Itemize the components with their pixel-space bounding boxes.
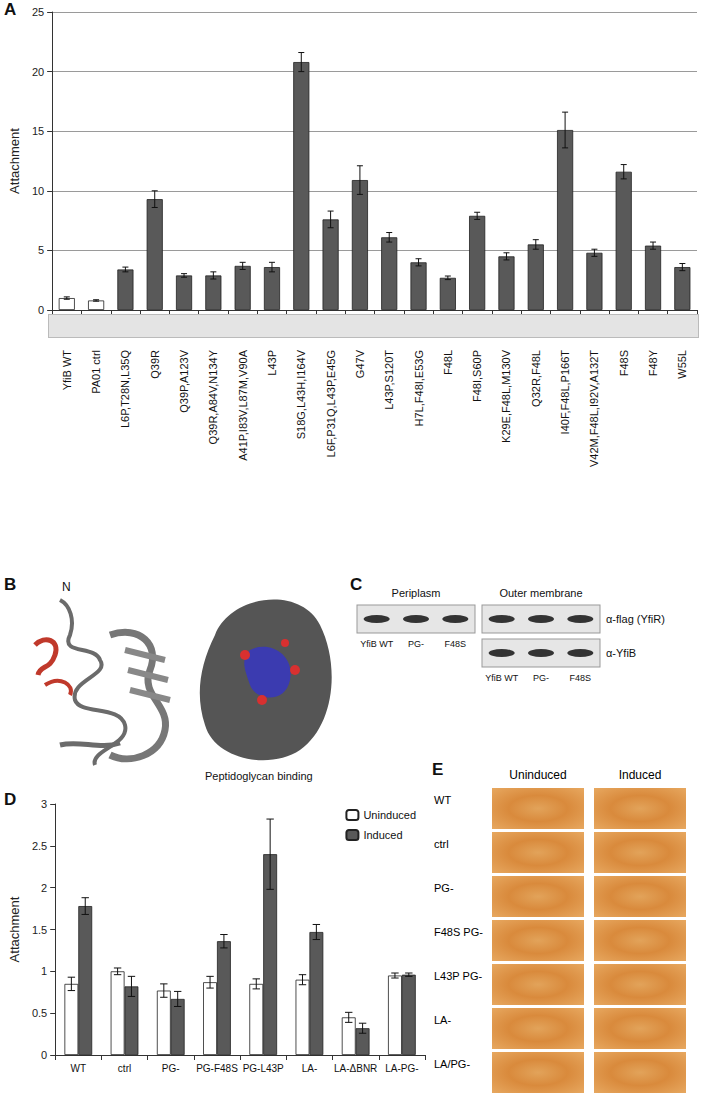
svg-text:Uninduced: Uninduced <box>363 809 416 821</box>
html-text:LA-: LA- <box>434 1014 452 1026</box>
svg-text:0: 0 <box>41 1049 47 1061</box>
svg-text:2: 2 <box>41 882 47 894</box>
svg-text:ctrl: ctrl <box>118 1063 131 1074</box>
svg-text:S18G,L43H,I164V: S18G,L43H,I164V <box>295 349 307 439</box>
svg-text:Attachment: Attachment <box>7 896 22 962</box>
svg-text:I40F,F48L,P166T: I40F,F48L,P166T <box>559 350 571 435</box>
svg-text:YfiB WT: YfiB WT <box>61 350 73 391</box>
svg-text:PG-L43P: PG-L43P <box>243 1063 284 1074</box>
svg-text:10: 10 <box>32 185 44 197</box>
svg-text:WT: WT <box>71 1063 87 1074</box>
svg-text:PG-F48S: PG-F48S <box>196 1063 238 1074</box>
svg-text:LA-PG-: LA-PG- <box>385 1063 418 1074</box>
svg-text:3: 3 <box>41 798 47 810</box>
svg-text:25: 25 <box>32 6 44 18</box>
svg-text:K29E,F48L,M130V: K29E,F48L,M130V <box>500 349 512 443</box>
svg-text:0.5: 0.5 <box>32 1007 47 1019</box>
svg-text:L43P,S120T: L43P,S120T <box>383 350 395 410</box>
html-text:A: A <box>4 0 17 19</box>
svg-text:Peptidoglycan binding: Peptidoglycan binding <box>205 770 313 782</box>
html-text:D: D <box>4 790 17 809</box>
svg-text:LA-ΔBNR: LA-ΔBNR <box>334 1063 377 1074</box>
svg-text:PA01 ctrl: PA01 ctrl <box>90 350 102 394</box>
svg-text:F48I,S60P: F48I,S60P <box>471 350 483 402</box>
svg-text:A41P,I83V,L87M,V90A: A41P,I83V,L87M,V90A <box>237 349 249 460</box>
svg-text:F48S: F48S <box>445 639 467 649</box>
svg-text:L6P,T28N,L35Q: L6P,T28N,L35Q <box>119 350 131 429</box>
svg-text:1: 1 <box>41 965 47 977</box>
svg-text:Q32R,F48L: Q32R,F48L <box>530 350 542 407</box>
html-text:PG-: PG- <box>434 882 454 894</box>
svg-text:15: 15 <box>32 125 44 137</box>
svg-text:F48L: F48L <box>442 350 454 375</box>
svg-text:PG-: PG- <box>408 639 424 649</box>
svg-text:L43P: L43P <box>266 350 278 376</box>
svg-text:PG-: PG- <box>533 673 549 683</box>
svg-text:F48S: F48S <box>618 350 630 376</box>
svg-text:LA-: LA- <box>302 1063 318 1074</box>
svg-text:20: 20 <box>32 66 44 78</box>
svg-text:YfiB WT: YfiB WT <box>360 639 394 649</box>
svg-text:Q39R,A84V,N134Y: Q39R,A84V,N134Y <box>207 349 219 444</box>
svg-text:L6F,P31Q,L43P,E45G: L6F,P31Q,L43P,E45G <box>325 350 337 457</box>
svg-text:5: 5 <box>38 244 44 256</box>
svg-text:Periplasm: Periplasm <box>392 587 441 599</box>
svg-text:2.5: 2.5 <box>32 840 47 852</box>
html-text:C: C <box>350 575 363 594</box>
svg-text:N: N <box>62 580 71 594</box>
svg-text:Attachment: Attachment <box>7 128 22 194</box>
svg-text:W55L: W55L <box>676 350 688 379</box>
svg-text:0: 0 <box>38 304 44 316</box>
svg-text:Q39P,A123V: Q39P,A123V <box>178 349 190 412</box>
svg-text:V42M,F48L,I92V,A132T: V42M,F48L,I92V,A132T <box>588 350 600 467</box>
svg-text:F48S: F48S <box>570 673 592 683</box>
html-text:WT: WT <box>434 794 452 806</box>
html-text:ctrl: ctrl <box>434 838 449 850</box>
svg-text:Induced: Induced <box>363 829 402 841</box>
svg-text:Outer membrane: Outer membrane <box>499 587 582 599</box>
html-text:LA/PG-: LA/PG- <box>434 1058 471 1070</box>
html-text:Induced: Induced <box>618 768 662 782</box>
html-text:B: B <box>4 575 17 594</box>
svg-text:PG-: PG- <box>162 1063 180 1074</box>
html-text:F48S PG-: F48S PG- <box>434 926 483 938</box>
svg-text:Q39R: Q39R <box>149 350 161 379</box>
html-text:L43P PG-: L43P PG- <box>434 970 483 982</box>
svg-text:α-flag (YfiR): α-flag (YfiR) <box>606 613 665 625</box>
svg-text:G47V: G47V <box>354 349 366 378</box>
html-text:Uninduced: Uninduced <box>509 768 567 782</box>
svg-text:H7L,F48I,E53G: H7L,F48I,E53G <box>413 350 425 426</box>
svg-text:F48Y: F48Y <box>647 349 659 376</box>
svg-text:α-YfiB: α-YfiB <box>606 647 636 659</box>
html-text:E: E <box>432 760 444 779</box>
svg-text:YfiB WT: YfiB WT <box>485 673 519 683</box>
svg-text:1.5: 1.5 <box>32 924 47 936</box>
